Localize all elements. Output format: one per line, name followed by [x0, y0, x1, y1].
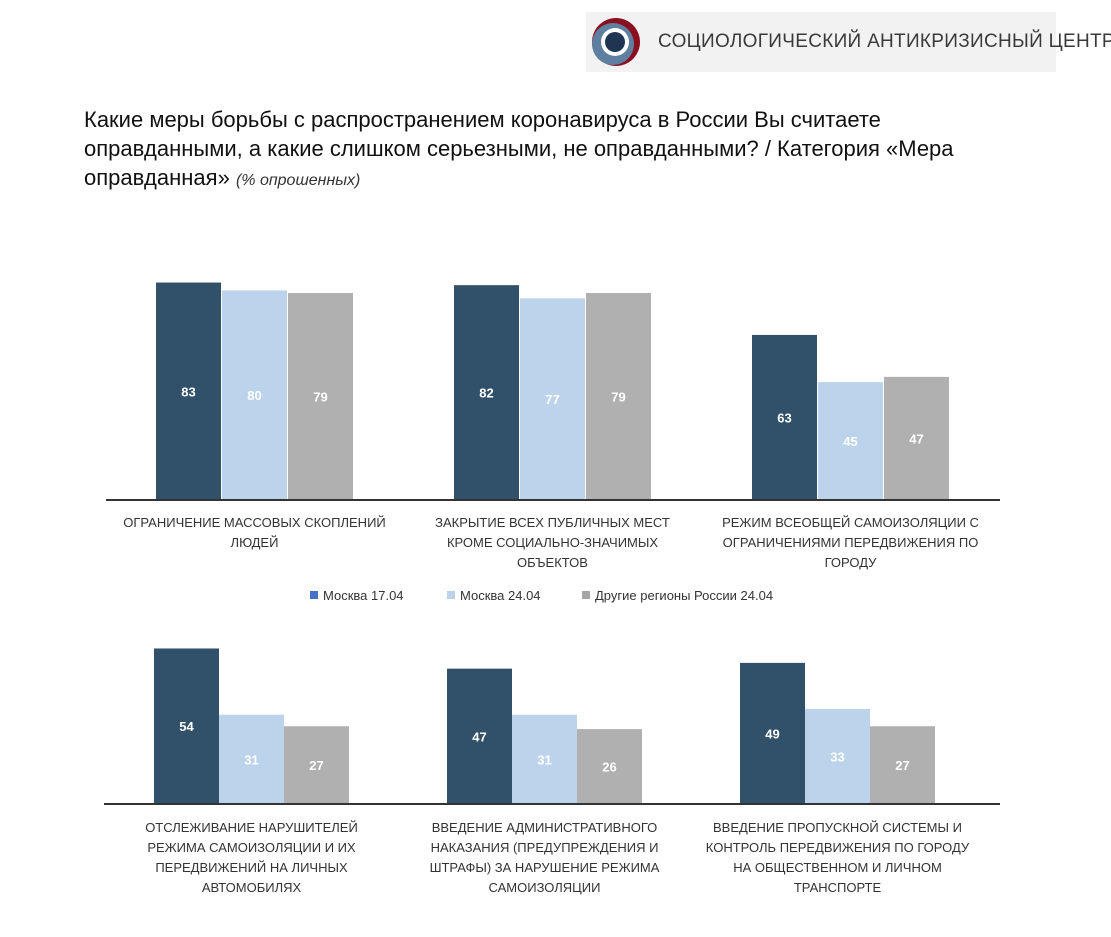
bar-2-2	[884, 376, 949, 500]
chart-title: Какие меры борьбы с распространением кор…	[84, 105, 984, 195]
data-label: 63	[777, 410, 791, 425]
data-label: 27	[895, 758, 909, 773]
chart-title-note: (% опрошенных)	[235, 172, 361, 189]
data-label: 82	[479, 386, 493, 401]
data-label: 27	[309, 758, 323, 773]
legend-item: Другие регионы России 24.04	[595, 588, 773, 603]
legend: Москва 17.04 Москва 24.04 Другие регионы Р…	[310, 588, 773, 603]
category-label: ГОРОДУ	[825, 555, 878, 570]
bar-2-1	[818, 382, 883, 500]
bar-4-1	[512, 714, 577, 804]
category-label: ОТСЛЕЖИВАНИЕ НАРУШИТЕЛЕЙ	[145, 820, 358, 835]
data-label: 79	[313, 390, 327, 405]
legend-item: Москва 24.04	[460, 588, 541, 603]
data-label: 31	[537, 752, 551, 767]
legend-swatch	[582, 591, 590, 599]
category-label: ВВЕДЕНИЕ АДМИНИСТРАТИВНОГО	[432, 820, 658, 835]
bar-4-2	[577, 729, 642, 804]
data-label: 33	[830, 749, 844, 764]
category-label: ОБЪЕКТОВ	[517, 555, 588, 570]
bar-5-2	[870, 726, 935, 804]
category-label: КРОМЕ СОЦИАЛЬНО-ЗНАЧИМЫХ	[447, 535, 658, 550]
category-label: РЕЖИМ ВСЕОБЩЕЙ САМОИЗОЛЯЦИИ С	[722, 515, 979, 530]
category-label: НА ОБЩЕСТВЕННОМ И ЛИЧНОМ	[733, 860, 942, 875]
data-label: 47	[909, 431, 923, 446]
chart-title-main: Какие меры борьбы с распространением кор…	[84, 107, 954, 190]
data-label: 26	[602, 760, 616, 775]
category-label: ОГРАНИЧЕНИЯМИ ПЕРЕДВИЖЕНИЯ ПО	[723, 535, 979, 550]
category-label: ЛЮДЕЙ	[231, 535, 279, 550]
bar-3-2	[284, 726, 349, 804]
logo-ring-icon	[592, 18, 640, 66]
category-label: АВТОМОБИЛЯХ	[202, 880, 302, 895]
bar-1-1	[520, 298, 585, 500]
bar-0-0	[156, 282, 221, 500]
bar-0-2	[288, 293, 353, 500]
bar-1-0	[454, 285, 519, 500]
bar-5-0	[740, 662, 805, 804]
category-label: ШТРАФЫ) ЗА НАРУШЕНИЕ РЕЖИМА	[430, 860, 660, 875]
bar-0-1	[222, 290, 287, 500]
data-label: 80	[247, 388, 261, 403]
legend-item: Москва 17.04	[323, 588, 404, 603]
chart-panel-top: 83 80 79 ОГРАНИЧЕНИЕ МАССОВЫХ СКОПЛЕНИЙ ЛЮДЕ…	[106, 282, 1000, 570]
logo-banner: СОЦИОЛОГИЧЕСКИЙ АНТИКРИЗИСНЫЙ ЦЕНТР	[586, 12, 1111, 72]
legend-swatch	[447, 591, 455, 599]
category-label: НАКАЗАНИЯ (ПРЕДУПРЕЖДЕНИЯ И	[431, 840, 659, 855]
logo-text: СОЦИОЛОГИЧЕСКИЙ АНТИКРИЗИСНЫЙ ЦЕНТР	[658, 31, 1111, 52]
bar-2-0	[752, 334, 817, 500]
category-label: ВВЕДЕНИЕ ПРОПУСКНОЙ СИСТЕМЫ И	[713, 820, 962, 835]
bar-4-0	[447, 668, 512, 804]
data-label: 31	[244, 752, 258, 767]
category-label: ОГРАНИЧЕНИЕ МАССОВЫХ СКОПЛЕНИЙ	[123, 515, 386, 530]
category-label: ТРАНСПОРТЕ	[794, 880, 882, 895]
data-label: 49	[765, 726, 779, 741]
bar-5-1	[805, 708, 870, 804]
bar-1-2	[586, 293, 651, 500]
chart-panel-bottom: 54 31 27 ОТСЛЕЖИВАНИЕ НАРУШИТЕЛЕЙ РЕЖИМА САМ…	[104, 648, 1000, 895]
data-label: 79	[611, 390, 625, 405]
data-label: 83	[181, 384, 195, 399]
legend-swatch	[310, 591, 318, 599]
data-label: 47	[472, 729, 486, 744]
bar-3-0	[154, 648, 219, 804]
category-label: ПЕРЕДВИЖЕНИЙ НА ЛИЧНЫХ	[155, 860, 348, 875]
data-label: 45	[843, 434, 857, 449]
category-label: САМОИЗОЛЯЦИИ	[489, 880, 601, 895]
data-label: 77	[545, 392, 559, 407]
category-label: КОНТРОЛЬ ПЕРЕДВИЖЕНИЯ ПО ГОРОДУ	[706, 840, 970, 855]
data-label: 54	[179, 719, 194, 734]
category-label: ЗАКРЫТИЕ ВСЕХ ПУБЛИЧНЫХ МЕСТ	[435, 515, 670, 530]
category-label: РЕЖИМА САМОИЗОЛЯЦИИ И ИХ	[147, 840, 356, 855]
bar-3-1	[219, 714, 284, 804]
